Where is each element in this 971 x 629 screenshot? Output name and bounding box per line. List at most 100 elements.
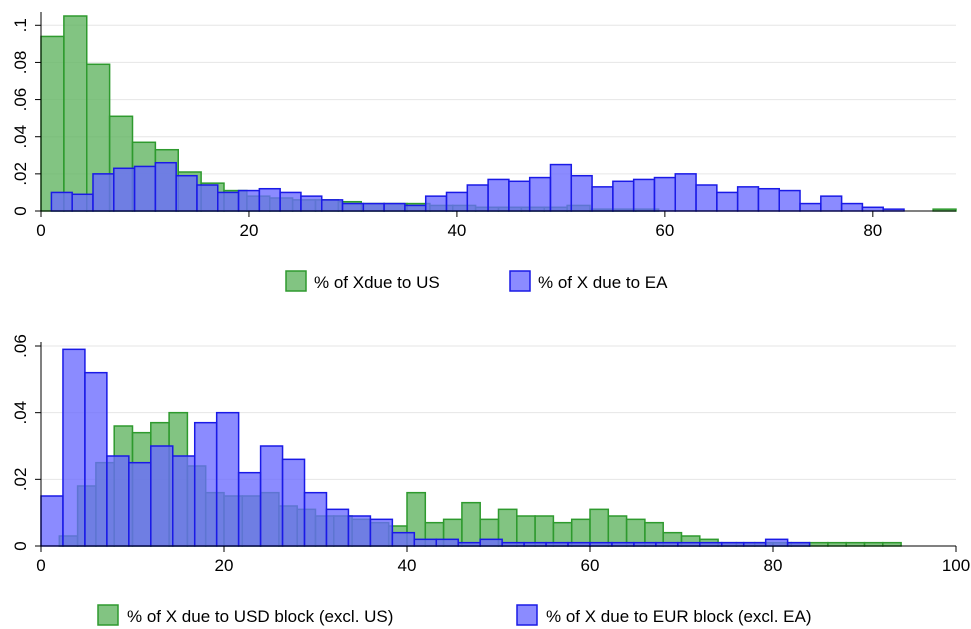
x-tick-label: 40 (447, 221, 466, 240)
y-tick-label: .1 (11, 18, 30, 32)
bar-s1-b14 (347, 515, 372, 547)
bar-s1-b4 (133, 165, 157, 212)
bar-s1-b2 (92, 173, 115, 212)
bar-s1-b37 (820, 195, 843, 212)
bar-s1-b26 (591, 186, 614, 212)
bar-s1-b8 (217, 191, 240, 212)
bar-s1-b13 (325, 508, 350, 547)
bar-s1-b5 (150, 445, 174, 547)
bar-s1-b31 (695, 184, 718, 212)
bar-s0-b0 (40, 35, 65, 212)
y-tick-label: .02 (11, 162, 30, 186)
y-tick-label: .04 (11, 125, 30, 149)
bar-s1-b25 (570, 174, 593, 212)
bar-s1-b8 (215, 411, 240, 547)
bar-s1-b24 (549, 163, 573, 212)
bar-s1-b10 (258, 187, 281, 212)
legend-label-us: % of Xdue to US (314, 273, 440, 292)
top-legend: % of Xdue to US % of X due to EA (285, 270, 668, 292)
bar-s1-b20 (466, 184, 489, 212)
x-tick-label: 40 (398, 556, 417, 575)
bar-s1-b12 (303, 491, 328, 547)
legend-swatch-eur-block (516, 604, 538, 626)
y-tick-label: .08 (11, 51, 30, 75)
top-gridlines (41, 24, 956, 175)
x-tick-label: 60 (581, 556, 600, 575)
x-tick-label: 80 (764, 556, 783, 575)
top-histogram-panel: 0 20 40 60 80 0 .02 .04 .06 .08 .1 (11, 12, 957, 240)
x-tick-label: 20 (215, 556, 234, 575)
bar-s1-b7 (196, 184, 219, 212)
bar-s1-b11 (281, 458, 306, 547)
bar-s1-b30 (674, 173, 697, 212)
x-tick-label: 0 (36, 556, 45, 575)
bar-s1-b36 (799, 202, 822, 212)
y-tick-label: 0 (11, 541, 30, 550)
bar-s1-b3 (106, 455, 130, 547)
bar-s1-b9 (237, 189, 261, 212)
bottom-bars (40, 348, 902, 547)
y-tick-label: 0 (11, 206, 30, 215)
x-tick-label: 0 (36, 221, 45, 240)
bar-s1-b3 (113, 167, 136, 212)
y-tick-label: .06 (11, 334, 30, 358)
bar-s1-b15 (369, 518, 394, 547)
bar-s1-b32 (716, 191, 739, 212)
legend-label-ea: % of X due to EA (538, 273, 668, 292)
bar-s1-b1 (62, 348, 86, 547)
bottom-y-ticks: 0 .02 .04 .06 (11, 334, 41, 551)
bar-s1-b14 (341, 202, 365, 212)
bar-s1-b38 (840, 202, 864, 212)
x-tick-label: 20 (239, 221, 258, 240)
bar-s0-b23 (461, 501, 481, 547)
bar-s0-b27 (534, 515, 555, 547)
bottom-histogram-panel: 0 20 40 60 80 100 0 .02 .04 .06 (11, 334, 970, 575)
legend-label-eur-block: % of X due to EUR block (excl. EA) (546, 607, 812, 626)
bar-s1-b22 (508, 180, 531, 212)
bar-s1-b29 (653, 176, 677, 212)
bottom-x-ticks: 0 20 40 60 80 100 (36, 546, 970, 575)
bar-s1-b6 (172, 455, 196, 547)
bar-s1-b34 (757, 187, 780, 212)
bar-s1-b19 (445, 191, 469, 212)
top-y-ticks: 0 .02 .04 .06 .08 .1 (11, 18, 41, 216)
x-tick-label: 60 (655, 221, 674, 240)
bar-s1-b7 (193, 421, 218, 547)
legend-swatch-ea (509, 270, 531, 292)
bar-s1-b18 (435, 538, 459, 547)
y-tick-label: .06 (11, 88, 30, 112)
bar-s1-b35 (778, 189, 801, 212)
bar-s1-b33 (764, 538, 789, 547)
bottom-legend: % of X due to USD block (excl. US) % of … (97, 604, 812, 626)
top-bars (40, 15, 957, 212)
bar-s1-b16 (383, 202, 406, 212)
bar-s1-b9 (237, 471, 262, 547)
bar-s1-b2 (84, 371, 108, 547)
bar-s1-b11 (279, 191, 302, 212)
bar-s0-b30 (589, 508, 610, 547)
bar-s1-b28 (632, 178, 656, 212)
bar-s1-b17 (413, 538, 438, 547)
y-tick-label: .04 (11, 401, 30, 425)
bar-s0-b1 (63, 15, 88, 212)
x-tick-label: 80 (863, 221, 882, 240)
x-tick-label: 100 (942, 556, 970, 575)
bar-s1-b1 (71, 193, 94, 212)
legend-swatch-usd-block (97, 604, 119, 626)
bar-s1-b6 (175, 174, 198, 212)
bar-s1-b12 (300, 195, 323, 212)
bar-s1-b17 (404, 204, 427, 212)
bar-s1-b4 (128, 461, 152, 547)
bar-s1-b10 (259, 445, 284, 547)
bar-s1-b23 (528, 176, 552, 212)
bar-s1-b18 (424, 195, 448, 212)
legend-label-usd-block: % of X due to USD block (excl. US) (127, 607, 393, 626)
bar-s1-b5 (154, 161, 177, 212)
bar-s0-b26 (516, 515, 536, 547)
bar-s1-b33 (736, 186, 760, 212)
bar-s1-b21 (487, 178, 510, 212)
top-x-ticks: 0 20 40 60 80 (36, 211, 882, 240)
bar-s1-b39 (861, 206, 884, 212)
bar-s1-b0 (50, 191, 73, 212)
